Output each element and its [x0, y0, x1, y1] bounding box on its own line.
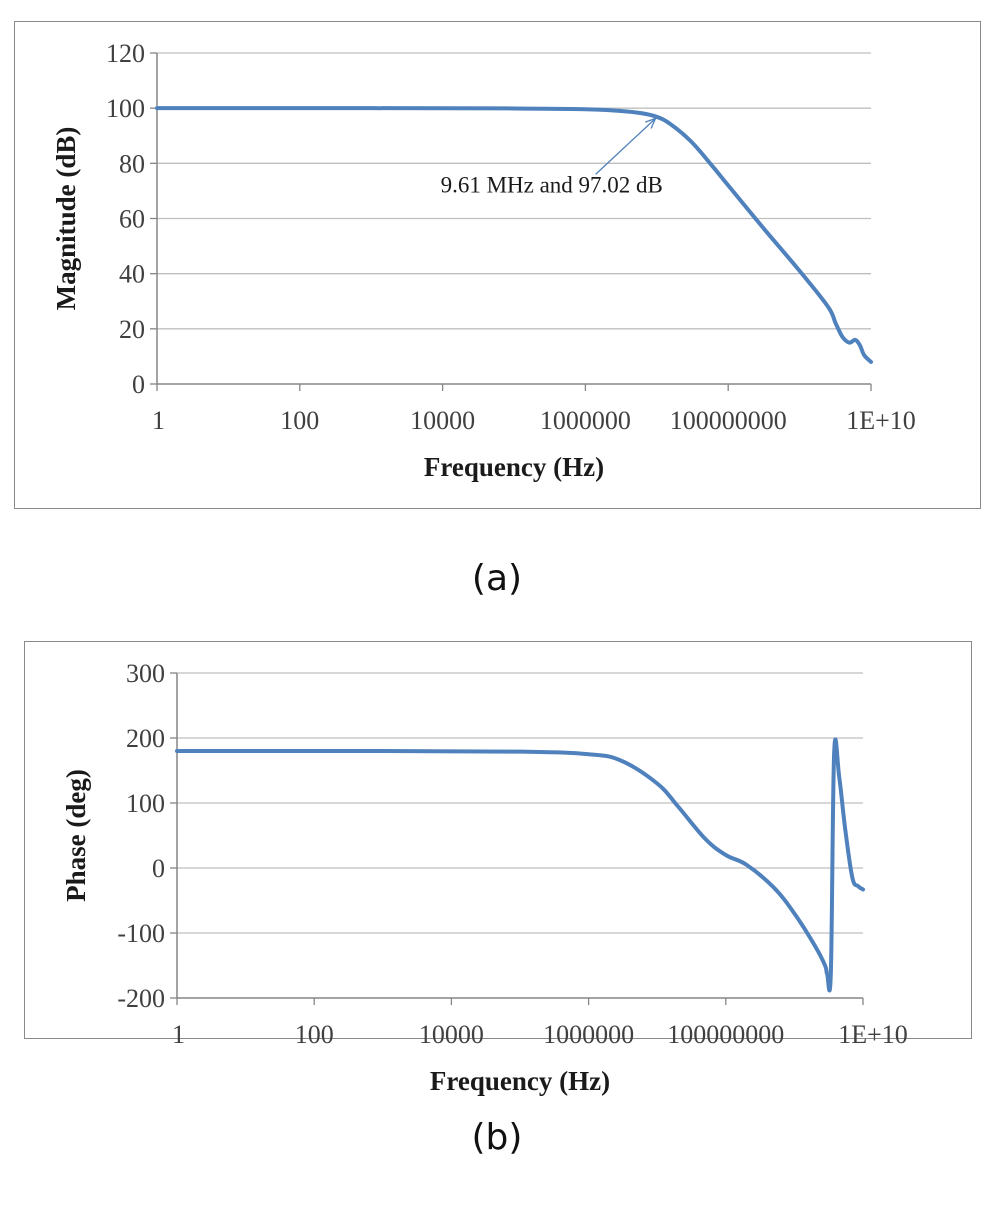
x-tick-label: 100000000 — [670, 406, 787, 435]
x-tick-label: 1E+10 — [846, 406, 916, 435]
x-tick-label: 10000 — [410, 406, 475, 435]
phase-chart-panel: -200 -100 0 100 200 300 1 100 10000 1000000 100000… — [24, 641, 972, 1096]
magnitude-chart-panel: 0 20 40 60 80 100 120 1 100 10000 1000000 100000000… — [14, 21, 981, 509]
x-axis-title: Frequency (Hz) — [430, 1066, 610, 1096]
y-tick-label: 0 — [132, 370, 145, 399]
magnitude-chart: 0 20 40 60 80 100 120 1 100 10000 1000000 100000000… — [51, 39, 916, 482]
x-tick-label: 10000 — [419, 1020, 484, 1049]
y-tick-label: 100 — [126, 789, 165, 818]
y-tick-label: 80 — [119, 149, 145, 178]
y-tick-label: 120 — [106, 39, 145, 68]
y-tick-label: -100 — [117, 919, 165, 948]
y-tick-label: -200 — [117, 984, 165, 1013]
x-tick-label: 100 — [295, 1020, 334, 1049]
y-axis-title: Magnitude (dB) — [51, 127, 81, 311]
y-tick-label: 200 — [126, 724, 165, 753]
y-axis-title: Phase (deg) — [61, 769, 91, 902]
x-tick-label: 1E+10 — [838, 1020, 908, 1049]
y-tick-label: 300 — [126, 659, 165, 688]
series-line — [175, 737, 865, 993]
x-tick-label: 100000000 — [667, 1020, 784, 1049]
y-tick-label: 60 — [119, 205, 145, 234]
y-tick-label: 20 — [119, 315, 145, 344]
caption-b: (b) — [471, 1117, 523, 1158]
x-tick-label: 1 — [172, 1020, 185, 1049]
series-line — [155, 106, 873, 364]
x-tick-label: 1 — [152, 406, 165, 435]
x-tick-label: 1000000 — [540, 406, 631, 435]
x-tick-label: 100 — [280, 406, 319, 435]
y-tick-label: 0 — [152, 854, 165, 883]
caption-a: (a) — [471, 558, 523, 599]
phase-chart: -200 -100 0 100 200 300 1 100 10000 1000000 100000… — [61, 659, 908, 1096]
annotation-arrowhead — [645, 117, 657, 129]
x-axis-title: Frequency (Hz) — [424, 452, 604, 482]
annotation-arrow — [595, 117, 657, 175]
y-tick-label: 100 — [106, 94, 145, 123]
y-tick-label: 40 — [119, 260, 145, 289]
annotation-label: 9.61 MHz and 97.02 dB — [441, 172, 663, 197]
x-tick-label: 1000000 — [543, 1020, 634, 1049]
